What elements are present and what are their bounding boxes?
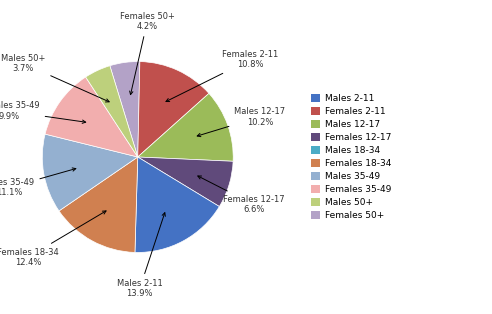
Text: Females 2-11
10.8%: Females 2-11 10.8% <box>166 50 278 101</box>
Wedge shape <box>45 77 138 157</box>
Wedge shape <box>138 93 233 161</box>
Wedge shape <box>42 134 138 211</box>
Wedge shape <box>135 157 219 252</box>
Text: Females 18-34
12.4%: Females 18-34 12.4% <box>0 211 106 267</box>
Wedge shape <box>138 62 209 157</box>
Wedge shape <box>86 66 138 157</box>
Wedge shape <box>138 157 233 207</box>
Text: Females 50+
4.2%: Females 50+ 4.2% <box>120 12 175 95</box>
Text: Males 50+
3.7%: Males 50+ 3.7% <box>1 54 109 102</box>
Text: Females 12-17
6.6%: Females 12-17 6.6% <box>198 176 285 214</box>
Text: Males 12-17
10.2%: Males 12-17 10.2% <box>197 107 285 137</box>
Text: Males 35-49
11.1%: Males 35-49 11.1% <box>0 168 76 197</box>
Text: Females 35-49
9.9%: Females 35-49 9.9% <box>0 101 86 123</box>
Text: Males 2-11
13.9%: Males 2-11 13.9% <box>117 213 165 298</box>
Wedge shape <box>59 157 138 252</box>
Legend: Males 2-11, Females 2-11, Males 12-17, Females 12-17, Males 18-34, Females 18-34: Males 2-11, Females 2-11, Males 12-17, F… <box>309 92 393 222</box>
Wedge shape <box>110 62 140 157</box>
